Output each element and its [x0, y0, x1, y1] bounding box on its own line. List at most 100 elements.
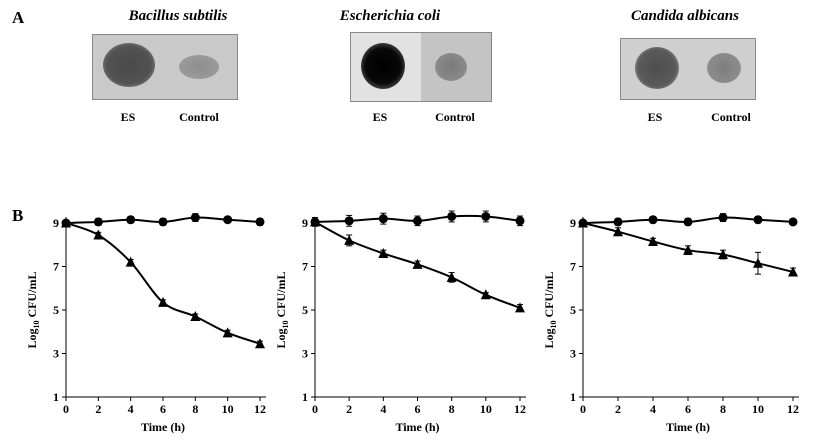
data-point-circle [683, 217, 693, 227]
data-point-circle [788, 217, 798, 227]
y-tick-label: 7 [570, 260, 576, 274]
y-tick-label: 7 [53, 260, 59, 274]
data-point-circle [255, 217, 265, 227]
plate-1-organism: Bacillus subtilis [128, 8, 228, 24]
data-point-triangle [158, 296, 168, 307]
y-tick-label: 9 [302, 216, 308, 230]
control-spot [707, 53, 741, 83]
x-axis-label: Time (h) [666, 420, 710, 434]
data-point-circle [648, 215, 658, 225]
data-point-triangle [718, 249, 728, 260]
y-tick-label: 3 [570, 347, 576, 361]
y-tick-label: 5 [53, 303, 59, 317]
data-point-triangle [648, 235, 658, 246]
growth-chart-3: 1 3 5 7 9 0 2 4 6 8 10 12 Time (h) Log10 CFU/mL [545, 213, 799, 434]
y-tick-label: 7 [302, 260, 308, 274]
x-tick-label: 12 [514, 402, 526, 416]
x-axis-label: Time (h) [141, 420, 185, 434]
data-point-triangle [753, 257, 763, 268]
growth-chart-1: 1 3 5 7 9 0 2 4 6 8 10 12 Time (h) Log10 CFU/mL [25, 213, 266, 434]
x-tick-label: 0 [580, 402, 586, 416]
data-point-circle [515, 216, 525, 226]
x-tick-label: 10 [752, 402, 764, 416]
data-point-circle [223, 215, 233, 225]
x-tick-label: 2 [615, 402, 621, 416]
plate-3-organism: Candida albicans [631, 8, 739, 24]
data-point-circle [126, 215, 136, 225]
plate-2-es-label: ES [372, 110, 388, 124]
y-axis-label: Log10 CFU/mL [25, 271, 41, 348]
x-tick-label: 12 [254, 402, 266, 416]
y-tick-label: 3 [53, 347, 59, 361]
y-tick-label: 1 [302, 390, 308, 404]
panel-b-letter: B [12, 206, 24, 225]
y-tick-label: 3 [302, 347, 308, 361]
x-axis-label: Time (h) [395, 420, 439, 434]
x-tick-label: 2 [346, 402, 352, 416]
data-point-circle [447, 211, 457, 221]
plate-2-photo [350, 32, 492, 102]
data-point-triangle [61, 217, 71, 228]
data-point-circle [481, 211, 491, 221]
y-tick-label: 1 [53, 390, 59, 404]
data-point-triangle [222, 327, 233, 338]
y-axis-label: Log10 CFU/mL [545, 271, 558, 348]
y-tick-label: 5 [570, 303, 576, 317]
x-tick-label: 10 [222, 402, 234, 416]
es-inhibition-spot [103, 43, 155, 87]
y-tick-label: 9 [570, 216, 576, 230]
data-point-triangle [344, 234, 355, 245]
data-point-triangle [788, 266, 798, 277]
series-line-triangle [65, 222, 261, 345]
data-point-circle [718, 213, 728, 223]
plate-2-control-label: Control [435, 110, 475, 124]
data-point-circle [93, 217, 103, 227]
x-tick-label: 0 [63, 402, 69, 416]
x-tick-label: 8 [192, 402, 198, 416]
plate-1-es-label: ES [120, 110, 136, 124]
x-tick-label: 6 [685, 402, 691, 416]
control-spot [179, 55, 219, 79]
x-tick-label: 0 [312, 402, 318, 416]
x-tick-label: 8 [720, 402, 726, 416]
data-point-triangle [412, 258, 423, 269]
data-point-triangle [190, 311, 201, 322]
y-tick-label: 9 [53, 216, 59, 230]
growth-chart-2: 1 3 5 7 9 0 2 4 6 8 10 12 Time (h) Log10 CFU/mL [275, 210, 526, 434]
data-point-triangle [578, 217, 588, 228]
data-point-triangle [310, 216, 320, 227]
x-tick-label: 12 [787, 402, 799, 416]
data-point-triangle [378, 247, 389, 258]
x-tick-label: 8 [449, 402, 455, 416]
data-point-triangle [613, 226, 623, 237]
plate-1-control-label: Control [179, 110, 219, 124]
plate-3-es-label: ES [647, 110, 663, 124]
data-point-circle [413, 216, 422, 226]
data-point-triangle [480, 289, 491, 300]
data-point-triangle [125, 256, 136, 267]
plate-3-photo [620, 38, 756, 100]
x-tick-label: 4 [380, 402, 386, 416]
data-point-circle [158, 217, 168, 227]
data-point-triangle [255, 338, 265, 349]
data-point-circle [613, 217, 623, 227]
y-axis-label: Log10 CFU/mL [275, 271, 290, 348]
es-inhibition-spot [635, 47, 679, 89]
x-tick-label: 4 [128, 402, 134, 416]
plate-1-photo [92, 34, 238, 100]
data-point-circle [344, 216, 354, 226]
plate-3-control-label: Control [711, 110, 751, 124]
data-point-circle [190, 213, 200, 223]
control-spot [435, 53, 467, 81]
x-tick-label: 6 [415, 402, 421, 416]
x-tick-label: 6 [160, 402, 166, 416]
data-point-triangle [683, 244, 693, 255]
data-point-circle [753, 215, 763, 225]
data-point-circle [378, 214, 388, 224]
data-point-triangle [515, 302, 525, 313]
y-tick-label: 5 [302, 303, 308, 317]
x-tick-label: 4 [650, 402, 656, 416]
y-tick-label: 1 [570, 390, 576, 404]
x-tick-label: 2 [95, 402, 101, 416]
plate-2-organism: Escherichia coli [339, 8, 441, 24]
